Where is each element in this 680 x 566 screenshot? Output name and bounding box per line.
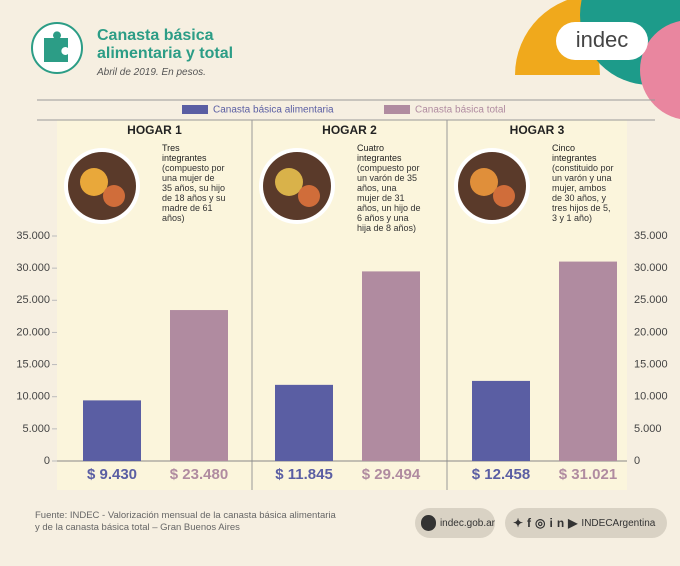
description-detail: (compuesto por un varón de 35 años, una … <box>357 163 421 233</box>
category-label: HOGAR 3 <box>510 123 565 137</box>
legend-label: Canasta básica total <box>415 105 506 116</box>
y2-tick-label: 20.000 <box>634 326 668 338</box>
legend-swatch <box>182 105 208 114</box>
bar <box>472 380 530 461</box>
y2-tick-label: 30.000 <box>634 262 668 274</box>
y-tick-label: 10.000 <box>16 391 50 403</box>
bar <box>83 400 141 461</box>
photo <box>493 185 515 207</box>
y2-tick-label: 5.000 <box>634 423 662 435</box>
logo-pill <box>556 22 648 60</box>
bar <box>275 384 333 461</box>
y-tick-label: 0 <box>44 455 50 467</box>
category-label: HOGAR 1 <box>127 123 182 137</box>
social-handle: INDECArgentina <box>581 517 656 529</box>
y2-tick-label: 10.000 <box>634 391 668 403</box>
description: Tres integrantes (compuesto por una mujer… <box>162 143 226 223</box>
value-label: $ 11.845 <box>275 466 333 483</box>
legend-swatch <box>384 105 410 114</box>
y-tick-label: 20.000 <box>16 326 50 338</box>
photo <box>298 185 320 207</box>
y2-tick-label: 0 <box>634 455 640 467</box>
website: indec.gob.ar <box>439 517 495 529</box>
value-label: $ 29.494 <box>362 466 421 483</box>
social-icons: ✦f◎in▶ <box>513 516 582 530</box>
description-title: Tres integrantes <box>162 143 207 163</box>
legend-label: Canasta básica alimentaria <box>213 105 334 116</box>
value-label: $ 9.430 <box>87 466 137 483</box>
description: Cinco integrantes (constituido por un var… <box>552 143 616 223</box>
y-tick-label: 5.000 <box>22 423 50 435</box>
description-title: Cinco integrantes <box>552 143 597 163</box>
y-tick-label: 30.000 <box>16 262 50 274</box>
panel <box>57 120 627 490</box>
photo <box>80 168 108 196</box>
chart-subtitle: Abril de 2019. En pesos. <box>97 67 206 78</box>
value-label: $ 23.480 <box>170 466 228 483</box>
y2-tick-label: 15.000 <box>634 358 668 370</box>
description-title: Cuatro integrantes <box>357 143 402 163</box>
y-tick-label: 35.000 <box>16 230 50 242</box>
bar <box>559 261 617 461</box>
y-tick-label: 25.000 <box>16 294 50 306</box>
description-detail: (compuesto por una mujer de 35 años, su … <box>162 163 226 223</box>
category-label: HOGAR 2 <box>322 123 377 137</box>
photo <box>470 168 498 196</box>
y2-tick-label: 25.000 <box>634 294 668 306</box>
y-tick-label: 15.000 <box>16 358 50 370</box>
bar <box>362 271 420 461</box>
decor <box>640 21 680 119</box>
bar <box>170 310 228 461</box>
logo: indec <box>576 27 629 52</box>
chart-title: Canasta básica alimentaria y total <box>97 27 234 62</box>
description: Cuatro integrantes (compuesto por un varó… <box>357 143 421 233</box>
photo <box>103 185 125 207</box>
icon <box>44 31 68 62</box>
website-pill[interactable]: indec.gob.ar <box>415 508 495 538</box>
globe-icon <box>421 515 436 531</box>
value-label: $ 12.458 <box>472 466 530 483</box>
social-pill[interactable]: ✦f◎in▶ INDECArgentina <box>505 508 667 538</box>
description-detail: (constituido por un varón y una mujer, a… <box>552 163 614 223</box>
photo <box>275 168 303 196</box>
y2-tick-label: 35.000 <box>634 230 668 242</box>
source: Fuente: INDEC - Valorización mensual de … <box>35 510 336 533</box>
value-label: $ 31.021 <box>559 466 617 483</box>
